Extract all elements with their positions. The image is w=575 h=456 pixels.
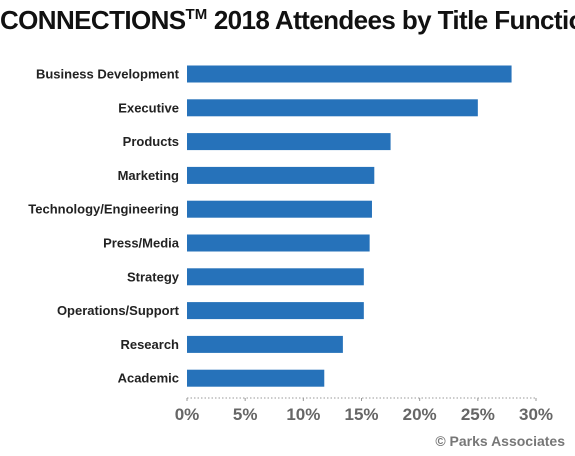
category-label-products: Products <box>123 134 179 149</box>
chart-title: CONNECTIONSTM 2018 Attendees by Title Fu… <box>0 5 575 36</box>
x-tick-label: 5% <box>233 405 258 424</box>
title-main: CONNECTIONS <box>0 5 186 35</box>
title-trademark: TM <box>185 6 208 23</box>
category-labels: Business Development Executive Products Mar… <box>28 67 179 386</box>
category-label-technology-engineering: Technology/Engineering <box>28 202 179 217</box>
x-tick-label: 10% <box>286 405 320 424</box>
bar-technology-engineering <box>187 200 372 218</box>
category-label-academic: Academic <box>118 371 179 386</box>
source-credit: © Parks Associates <box>435 433 565 449</box>
category-label-press-media: Press/Media <box>103 236 180 251</box>
x-axis: 0% 5% 10% 15% 20% 25% 30% <box>175 397 553 424</box>
bar-research <box>187 335 343 353</box>
x-tick-label: 25% <box>461 405 495 424</box>
bar-marketing <box>187 166 375 184</box>
x-tick-label: 15% <box>344 405 378 424</box>
bars-layer <box>187 65 512 387</box>
bar-operations-support <box>187 302 364 320</box>
bar-products <box>187 133 391 151</box>
category-label-operations-support: Operations/Support <box>57 303 180 318</box>
bar-academic <box>187 369 325 387</box>
category-label-marketing: Marketing <box>118 168 179 183</box>
x-tick-label: 20% <box>403 405 437 424</box>
category-label-executive: Executive <box>118 100 179 115</box>
category-label-business-development: Business Development <box>36 67 180 82</box>
x-tick-label: 30% <box>519 405 553 424</box>
title-rest: 2018 Attendees by Title Function <box>207 5 575 35</box>
bar-business-development <box>187 65 512 83</box>
bar-executive <box>187 99 478 117</box>
x-tick-label: 0% <box>175 405 200 424</box>
category-label-research: Research <box>120 337 179 352</box>
category-label-strategy: Strategy <box>127 269 180 284</box>
bar-strategy <box>187 268 364 286</box>
bar-press-media <box>187 234 370 252</box>
